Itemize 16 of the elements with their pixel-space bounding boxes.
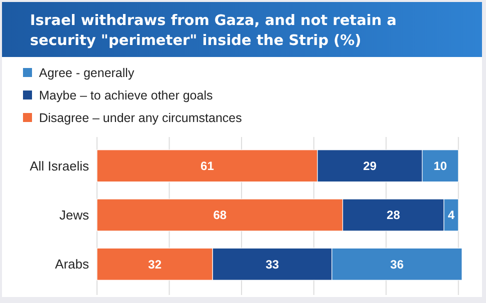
data-label: 32 — [148, 257, 162, 272]
data-label: 29 — [363, 159, 377, 174]
y-tick-label: Jews — [59, 208, 90, 223]
chart-title: Israel withdraws from Gaza, and not retain a security "perimeter" inside the Strip (%) — [30, 13, 396, 49]
legend-label: Maybe – to achieve other goals — [39, 88, 213, 102]
data-label: 28 — [386, 208, 400, 222]
data-label: 36 — [390, 257, 404, 272]
data-label: 10 — [434, 159, 448, 174]
data-label: 68 — [213, 208, 227, 222]
legend-label: Disagree – under any circumstances — [39, 111, 242, 125]
data-label: 4 — [448, 208, 455, 222]
data-label: 33 — [266, 257, 280, 272]
data-label: 61 — [200, 159, 214, 174]
legend-label: Agree - generally — [39, 66, 135, 80]
y-tick-label: All Israelis — [30, 158, 90, 174]
y-tick-label: Arabs — [55, 256, 90, 272]
